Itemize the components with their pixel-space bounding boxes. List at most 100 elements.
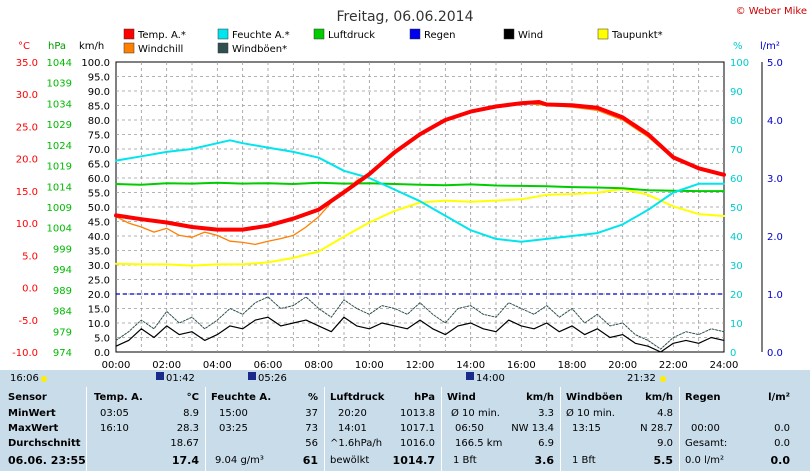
wind-tick-label: 45.0 — [88, 218, 110, 229]
rain-tick-label: 1.0 — [767, 290, 783, 301]
legend-swatch — [123, 42, 135, 54]
temp-tick-label: 25.0 — [16, 122, 38, 133]
rain-tick-label: 3.0 — [767, 174, 783, 185]
legend-label: Regen — [424, 30, 456, 41]
stats-gust: Windböen km/h Ø 10 min. 4.8 13:15 N 28.7 9.… — [560, 387, 680, 471]
hum-tick-label: 80 — [730, 116, 743, 127]
temp-tick-label: 20.0 — [16, 155, 38, 166]
wind-tick-label: 75.0 — [88, 131, 110, 142]
wind-avg-val: 3.3 — [538, 408, 554, 419]
wind-tick-label: 10.0 — [88, 319, 110, 330]
marker-time-label: 14:00 — [476, 373, 505, 384]
legend-label: Temp. A.* — [137, 30, 186, 41]
temp-min-time: 03:05 — [100, 408, 129, 419]
press-min-time: 20:20 — [338, 408, 367, 419]
press-avg: 1016.0 — [400, 438, 435, 449]
wind-tick-label: 20.0 — [88, 290, 110, 301]
wind-tick-label: 25.0 — [88, 276, 110, 287]
press-unit: hPa — [414, 392, 435, 403]
press-tick-label: 994 — [53, 265, 72, 276]
legend-label: Windböen* — [232, 44, 287, 55]
temp-min: 8.9 — [183, 408, 199, 419]
hum-now: 61 — [302, 454, 318, 467]
gust-now: 5.5 — [653, 454, 674, 467]
wind-tick-label: 5.0 — [94, 334, 110, 345]
axes: 35.0 30.0 25.0 20.0 15.0 10.0 5.0 0.0 -5.0 -10.0 1… — [12, 58, 783, 371]
press-max-time: 14:01 — [338, 423, 367, 434]
press-tick-label: 1039 — [47, 79, 72, 90]
wind-tick-label: 65.0 — [88, 160, 110, 171]
wind-max-time: 06:50 — [455, 423, 484, 434]
press-trend: ^1.6hPa/h — [330, 438, 383, 449]
series-line-wind — [115, 316, 725, 353]
rain-tick-label: 0.0 — [767, 348, 783, 359]
marker-icon — [466, 372, 474, 380]
marker-icon — [156, 372, 164, 380]
rain-tick-label: 4.0 — [767, 116, 783, 127]
temp-tick-label: -10.0 — [12, 348, 38, 359]
plot-area — [115, 61, 725, 353]
hum-avg: 56 — [305, 438, 318, 449]
gust-bft: 1 Bft — [572, 455, 596, 466]
rain-total-label: Gesamt: — [685, 438, 728, 449]
axis-title-rain: l/m² — [760, 41, 780, 52]
legend: Temp. A.* Feuchte A.* Luftdruck Regen Wind Ta… — [123, 28, 663, 55]
wind-tick-label: 30.0 — [88, 261, 110, 272]
press-tick-label: 1034 — [47, 99, 72, 110]
hum-tick-label: 50 — [730, 203, 743, 214]
hum-header: Feuchte A. — [211, 392, 272, 403]
sensor-date: 06.06. 23:55 — [8, 454, 86, 467]
legend-label: Luftdruck — [328, 30, 375, 41]
series-line-luftdruck — [115, 181, 725, 193]
press-tick-label: 974 — [53, 348, 72, 359]
rain-tick-label: 2.0 — [767, 232, 783, 243]
legend-swatch — [409, 28, 421, 40]
x-tick-label: 22:00 — [659, 360, 688, 371]
press-now: 1014.7 — [392, 454, 435, 467]
wind-tick-label: 55.0 — [88, 189, 110, 200]
legend-label: Taupunkt* — [611, 30, 663, 41]
hum-min-time: 15:00 — [219, 408, 248, 419]
legend-swatch — [123, 28, 135, 40]
hum-tick-label: 20 — [730, 290, 743, 301]
press-state: bewölkt — [330, 455, 370, 466]
chart-title: Freitag, 06.06.2014 — [337, 9, 474, 25]
x-tick-label: 08:00 — [304, 360, 333, 371]
temp-unit: °C — [186, 392, 199, 403]
x-tick-label: 02:00 — [152, 360, 181, 371]
legend-swatch — [217, 28, 229, 40]
rain-now: 0.0 — [770, 454, 791, 467]
gust-day-avg: 9.0 — [657, 438, 673, 449]
wind-tick-label: 95.0 — [88, 73, 110, 84]
press-tick-label: 1044 — [47, 58, 72, 69]
sensor-header: Sensor — [8, 392, 47, 403]
press-max: 1017.1 — [400, 423, 435, 434]
wind-tick-label: 35.0 — [88, 247, 110, 258]
temp-max: 28.3 — [176, 423, 199, 434]
x-tick-label: 16:00 — [507, 360, 536, 371]
temp-tick-label: 5.0 — [22, 251, 38, 262]
x-tick-label: 00:00 — [102, 360, 131, 371]
press-tick-label: 1024 — [47, 141, 72, 152]
hum-tick-label: 10 — [730, 319, 743, 330]
press-tick-label: 984 — [53, 307, 72, 318]
time-label-right: 21:32 — [627, 373, 656, 384]
stats-temp: Temp. A. °C 03:05 8.9 16:10 28.3 18.67 17.4 — [86, 387, 206, 471]
hum-tick-label: 40 — [730, 232, 743, 243]
sun-icon — [41, 376, 47, 382]
sensor-row-min: MinWert — [8, 408, 56, 419]
wind-dist: 166.5 km — [455, 438, 503, 449]
x-tick-label: 06:00 — [254, 360, 283, 371]
temp-header: Temp. A. — [94, 392, 143, 403]
gust-max-time: 13:15 — [572, 423, 601, 434]
rain-total: 0.0 — [774, 438, 790, 449]
wind-header: Wind — [447, 392, 476, 403]
wind-avg-label: Ø 10 min. — [451, 408, 500, 419]
hum-max: 73 — [305, 423, 318, 434]
time-label-left: 16:06 — [10, 373, 39, 384]
sensor-row-avg: Durchschnitt — [8, 438, 81, 449]
axis-title-wind: km/h — [79, 41, 104, 52]
gust-avg-label: Ø 10 min. — [566, 408, 615, 419]
hum-tick-label: 0 — [730, 348, 736, 359]
x-tick-label: 10:00 — [355, 360, 384, 371]
